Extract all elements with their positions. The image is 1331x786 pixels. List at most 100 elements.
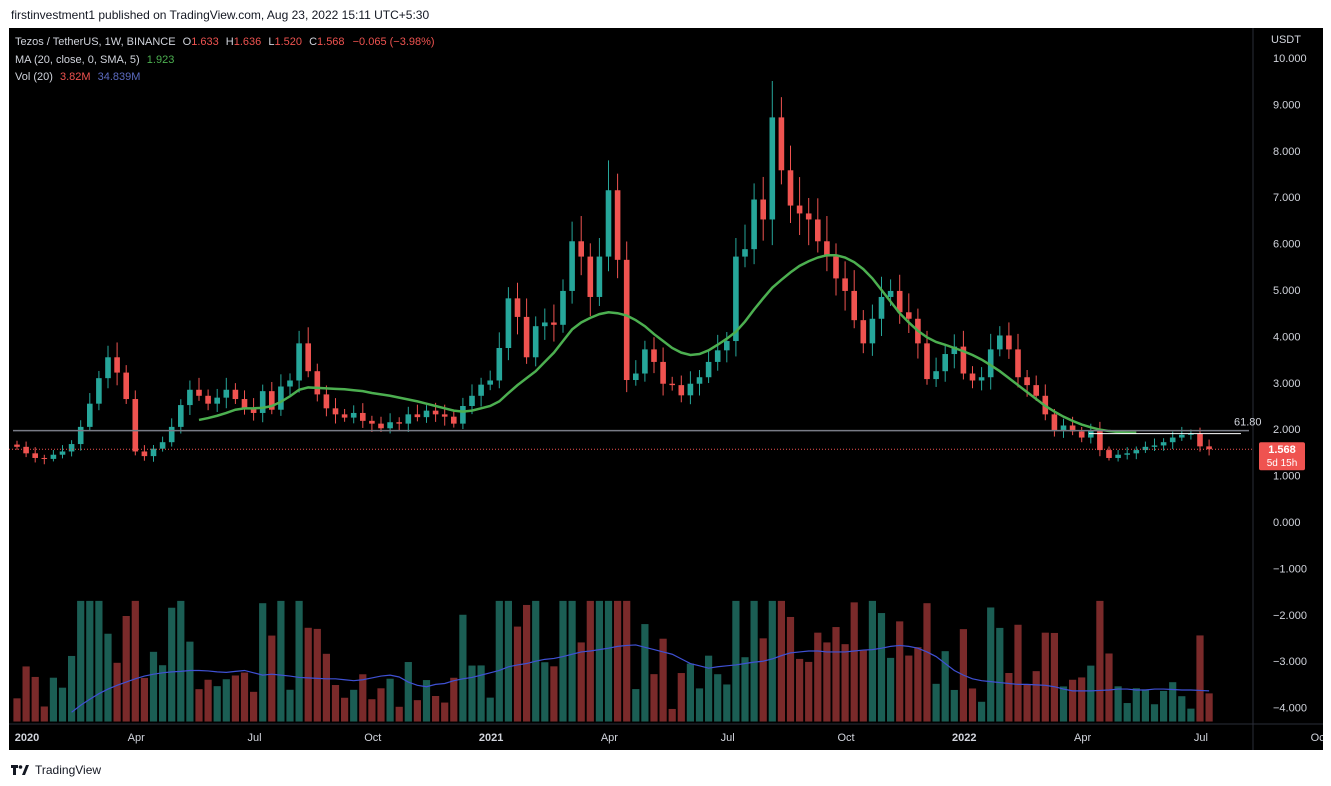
volume-bar	[149, 651, 158, 722]
volume-bar	[295, 600, 303, 722]
volume-bar	[268, 635, 276, 722]
candle-body	[633, 373, 639, 381]
candle-body	[150, 448, 157, 457]
candle-body	[560, 290, 566, 325]
candle-body	[1051, 414, 1058, 431]
volume-bar	[714, 674, 722, 722]
volume-bar	[213, 686, 221, 722]
volume-bar	[350, 689, 358, 722]
candle-body	[805, 213, 812, 220]
candle-body	[569, 241, 575, 291]
price-chart[interactable]: 10.000 9.000 8.000 7.000 6.000 5.000 4.000 3.00…	[9, 28, 1328, 750]
candle-body	[951, 346, 958, 355]
svg-text:MA (20, close, 0, SMA, 5): MA (20, close, 0, SMA, 5) 1.923	[15, 54, 174, 66]
open-value: 1.633	[191, 36, 219, 48]
ma-indicator-label[interactable]: MA (20, close, 0, SMA, 5)	[15, 54, 140, 66]
open-label: O	[183, 36, 192, 48]
volume-bar	[686, 663, 694, 722]
tradingview-logo[interactable]: TradingView	[11, 763, 101, 777]
candle-body	[460, 406, 466, 424]
candle-body	[196, 389, 202, 396]
volume-bar	[477, 665, 485, 722]
volume-bar	[195, 689, 203, 722]
x-tick-label: Oct	[364, 732, 381, 744]
candle-body	[187, 389, 193, 406]
candle-body	[396, 422, 402, 424]
candle-body	[323, 394, 330, 409]
volume-bar	[586, 600, 594, 722]
candle-body	[487, 380, 493, 385]
volume-bar	[168, 607, 176, 722]
candle-body	[924, 343, 930, 380]
candle-body	[1124, 453, 1130, 455]
candle-body	[423, 410, 430, 418]
volume-bar	[796, 658, 804, 722]
volume-bar	[668, 708, 676, 722]
candle-body	[833, 256, 839, 279]
volume-bar	[1041, 632, 1049, 722]
volume-bar	[659, 638, 667, 722]
candle-body	[77, 426, 84, 445]
candle-body	[678, 385, 685, 396]
y-tick-label: 3.000	[1273, 378, 1301, 390]
volume-bar	[1187, 708, 1195, 722]
y-tick-label: 4.000	[1273, 331, 1301, 343]
volume-bar	[13, 698, 21, 722]
candle-body	[869, 318, 876, 344]
candle-body	[605, 190, 612, 257]
candle-body	[223, 389, 230, 398]
volume-bar	[459, 614, 467, 722]
volume-bar	[377, 688, 385, 722]
volume-indicator-label[interactable]: Vol (20)	[15, 71, 53, 83]
candle-body	[796, 205, 803, 214]
candle-body	[1188, 433, 1194, 435]
volume-bar	[695, 688, 704, 722]
candle-body	[59, 451, 66, 455]
candle-body	[278, 386, 284, 410]
candle-body	[1033, 385, 1039, 396]
candle-body	[532, 326, 539, 358]
volume-bar	[222, 679, 230, 722]
tradingview-brand: TradingView	[35, 763, 102, 777]
candle-body	[241, 399, 248, 409]
volume-bar	[1196, 635, 1204, 722]
fib-level-label: 61.80	[1234, 417, 1262, 429]
candle-body	[623, 259, 630, 381]
symbol-label[interactable]: Tezos / TetherUS, 1W, BINANCE	[15, 36, 176, 48]
chart-panel[interactable]: 10.000 9.000 8.000 7.000 6.000 5.000 4.000 3.00…	[9, 28, 1328, 750]
currency-label: USDT	[1271, 34, 1301, 46]
volume-bar	[486, 697, 494, 722]
y-tick-label: −1.000	[1273, 563, 1307, 575]
candle-body	[687, 383, 694, 396]
candle-body	[1151, 445, 1158, 447]
volume-bar	[632, 689, 640, 722]
volume-bar	[40, 706, 48, 722]
candle-body	[32, 453, 38, 458]
volume-bar	[732, 600, 740, 722]
volume-value: 3.82M	[60, 71, 91, 83]
candle-body	[942, 354, 948, 372]
candle-body	[350, 412, 357, 418]
candle-body	[596, 256, 603, 297]
volume-bar	[550, 666, 558, 722]
volume-bar	[331, 685, 340, 722]
candle-body	[505, 298, 512, 348]
volume-bar	[832, 627, 840, 722]
volume-bar	[359, 674, 367, 722]
volume-bar	[22, 666, 30, 722]
volume-bar	[905, 655, 913, 722]
volume-bar	[313, 628, 321, 722]
x-tick-label: Jul	[247, 732, 261, 744]
candle-body	[724, 341, 730, 351]
candle-body	[1115, 454, 1121, 458]
candle-body	[696, 377, 703, 384]
x-tick-label: Jul	[1194, 732, 1208, 744]
candle-body	[414, 414, 421, 418]
candle-body	[887, 290, 894, 297]
volume-bar	[996, 627, 1004, 722]
volume-bar	[868, 600, 876, 722]
volume-bar	[1150, 704, 1159, 722]
candle-body	[496, 348, 503, 381]
candle-body	[478, 384, 484, 396]
candle-body	[405, 414, 412, 424]
